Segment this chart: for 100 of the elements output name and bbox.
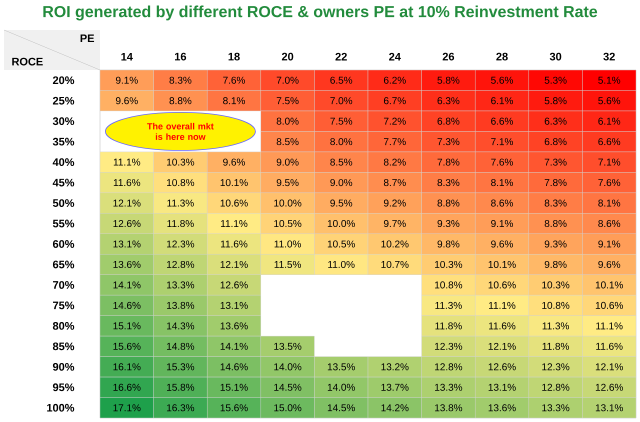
- y-tick-label: 30%: [52, 117, 74, 126]
- data-label: 13.3%: [167, 281, 194, 288]
- data-label: 11.3%: [542, 322, 570, 330]
- data-label: 12.1%: [488, 342, 516, 350]
- data-label: 16.1%: [113, 363, 141, 370]
- data-label: 13.7%: [381, 384, 409, 391]
- data-label: 12.8%: [542, 384, 570, 391]
- data-label: 13.5%: [328, 363, 355, 370]
- data-label: 5.6%: [491, 76, 514, 84]
- data-label: 13.8%: [435, 404, 462, 412]
- data-label: 5.8%: [544, 97, 567, 104]
- data-label: 11.5%: [274, 260, 302, 268]
- data-label: 13.1%: [596, 404, 623, 412]
- data-label: 8.8%: [437, 200, 460, 207]
- data-label: 10.6%: [220, 200, 248, 207]
- data-label: 10.2%: [381, 240, 409, 248]
- data-label: 7.1%: [491, 138, 514, 146]
- data-label: 9.6%: [116, 97, 138, 104]
- data-label: 8.7%: [384, 179, 406, 186]
- data-label: 6.8%: [438, 118, 460, 125]
- data-label: 9.3%: [544, 240, 567, 248]
- annotation: The overall mkt is here now: [147, 122, 214, 140]
- data-label: 7.6%: [223, 76, 246, 84]
- data-label: 10.3%: [542, 281, 570, 288]
- data-label: 13.1%: [488, 384, 516, 391]
- data-label: 13.3%: [542, 404, 570, 412]
- data-label: 10.8%: [435, 281, 462, 288]
- data-label: 8.3%: [437, 179, 460, 186]
- data-label: 8.6%: [598, 220, 620, 228]
- data-label: 14.5%: [328, 404, 355, 412]
- x-tick-label: 14: [121, 52, 133, 60]
- data-label: 11.1%: [596, 322, 623, 330]
- data-label: 12.6%: [113, 220, 141, 228]
- data-label: 10.0%: [274, 200, 302, 207]
- data-label: 12.3%: [542, 363, 570, 370]
- data-label: 13.1%: [220, 302, 248, 309]
- data-label: 5.8%: [437, 76, 460, 84]
- data-label: 11.8%: [542, 342, 570, 350]
- data-label: 12.3%: [435, 342, 462, 350]
- data-label: 11.8%: [435, 322, 462, 330]
- data-label: 11.0%: [328, 260, 355, 268]
- data-label: 10.3%: [167, 158, 194, 166]
- data-label: 13.6%: [488, 404, 516, 412]
- data-label: 9.5%: [330, 200, 352, 207]
- data-label: 14.5%: [274, 384, 302, 391]
- data-label: 8.3%: [544, 200, 567, 207]
- data-label: 11.6%: [114, 179, 140, 186]
- data-label: 8.1%: [223, 97, 246, 104]
- data-label: 12.6%: [488, 363, 516, 370]
- data-label: 16.6%: [113, 384, 141, 391]
- data-label: 11.6%: [596, 342, 623, 350]
- x-tick-label: 18: [228, 52, 240, 60]
- data-label: 6.2%: [384, 76, 406, 84]
- y-tick-label: 100%: [47, 404, 74, 412]
- data-label: 8.1%: [598, 200, 620, 207]
- data-label: 13.8%: [167, 302, 194, 309]
- data-label: 12.6%: [596, 384, 623, 391]
- y-tick-label: 85%: [52, 342, 74, 350]
- y-tick-label: 20%: [52, 76, 74, 84]
- data-label: 11.1%: [221, 220, 248, 228]
- data-label: 10.1%: [220, 179, 248, 186]
- data-label: 10.8%: [542, 302, 570, 309]
- x-tick-label: 24: [389, 52, 401, 60]
- data-label: 8.5%: [330, 158, 352, 166]
- data-label: 13.3%: [435, 384, 462, 391]
- data-label: 7.5%: [276, 97, 299, 104]
- data-label: 14.2%: [381, 404, 409, 412]
- data-label: 6.6%: [491, 118, 514, 125]
- data-label: 12.8%: [167, 260, 194, 268]
- data-label: 13.1%: [113, 240, 141, 248]
- data-label: 5.3%: [544, 76, 567, 84]
- data-label: 9.1%: [598, 240, 620, 248]
- data-label: 6.7%: [384, 97, 406, 104]
- y-tick-label: 80%: [52, 322, 74, 330]
- data-label: 5.1%: [598, 76, 620, 84]
- data-label: 14.8%: [167, 342, 194, 350]
- data-label: 9.2%: [384, 200, 406, 207]
- y-tick-label: 50%: [52, 199, 74, 207]
- data-label: 9.7%: [384, 220, 406, 228]
- data-label: 15.6%: [113, 342, 141, 350]
- data-label: 15.8%: [167, 384, 194, 391]
- data-label: 9.0%: [276, 158, 299, 166]
- data-label: 14.1%: [113, 281, 141, 288]
- data-label: 10.5%: [328, 240, 355, 248]
- data-label: 13.6%: [220, 322, 248, 330]
- x-tick-label: 16: [174, 52, 186, 60]
- data-label: 10.1%: [488, 260, 516, 268]
- data-label: 12.3%: [167, 240, 194, 248]
- data-label: 7.6%: [598, 179, 620, 186]
- data-label: 7.2%: [384, 118, 406, 125]
- data-label: 9.6%: [223, 158, 246, 166]
- data-label: 7.1%: [598, 158, 620, 166]
- data-label: 12.1%: [113, 200, 141, 207]
- data-label: 15.1%: [220, 384, 248, 391]
- x-tick-label: 20: [282, 52, 294, 60]
- data-label: 11.3%: [435, 302, 462, 309]
- data-label: 12.1%: [220, 260, 248, 268]
- data-label: 15.1%: [113, 322, 141, 330]
- data-label: 9.6%: [491, 240, 514, 248]
- y-tick-label: 55%: [52, 220, 74, 228]
